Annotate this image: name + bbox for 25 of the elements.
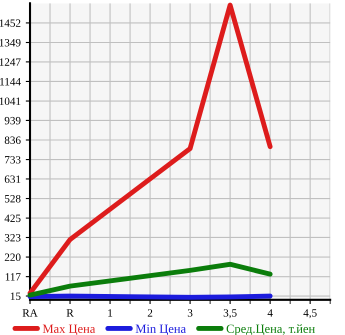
y-tick-label: 836 (4, 136, 21, 144)
y-tick-label: 117 (6, 273, 21, 280)
y-tick-label: 1144 (0, 78, 21, 86)
x-tick-label: R (66, 309, 74, 317)
line-series (28, 2, 273, 296)
y-tick-label: 528 (4, 194, 21, 202)
y-tick-label: 1041 (0, 98, 20, 105)
y-tick-label: 1452 (0, 19, 20, 27)
x-tick-label: 4 (268, 309, 273, 317)
x-tick-label: 1 (108, 309, 112, 317)
x-tick-label: 4,5 (303, 309, 317, 318)
y-tick-label: 1247 (0, 58, 21, 66)
y-tick-label: 939 (4, 116, 21, 124)
y-tick-label: 1349 (0, 38, 21, 46)
y-tick-label: 733 (5, 156, 21, 164)
y-tick-label: 15 (10, 292, 21, 300)
y-tick-label: 220 (4, 254, 21, 262)
y-tick-label: 323 (4, 234, 21, 242)
x-tick-label: 2 (148, 309, 152, 317)
y-tick-label: 425 (4, 214, 21, 222)
x-tick-label: RA (22, 309, 38, 317)
x-tick-label: 3,5 (224, 309, 237, 318)
x-tick-label: 3 (188, 309, 192, 317)
y-tick-label: 631 (4, 175, 20, 183)
line-series (28, 262, 273, 298)
